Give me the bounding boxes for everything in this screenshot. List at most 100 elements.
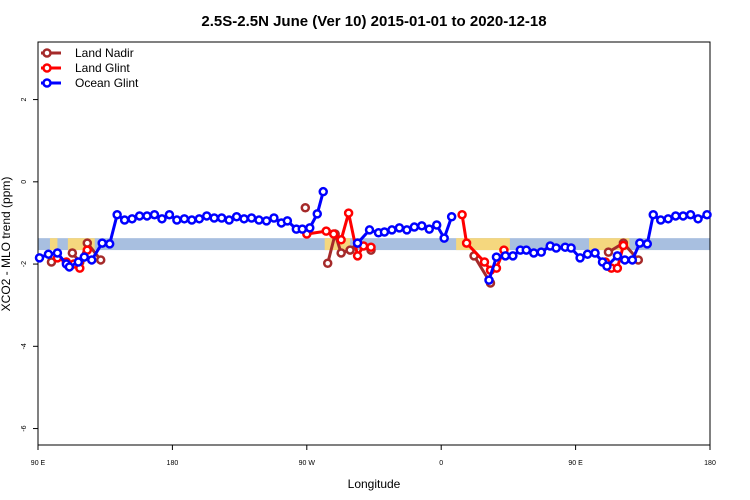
series-point (379, 227, 390, 237)
legend-label: Land Glint (75, 61, 130, 75)
x-tick-label: 90 E (31, 460, 46, 467)
series-point (95, 255, 106, 265)
series-point (642, 239, 653, 249)
series-point (693, 214, 703, 224)
series-point (34, 253, 45, 263)
shaded-span (456, 238, 510, 251)
series-point (345, 245, 355, 255)
series-point (179, 214, 190, 224)
series-point (618, 240, 629, 251)
series-point (297, 224, 308, 234)
series-point (343, 208, 354, 218)
shaded-span (49, 238, 58, 251)
series-point (300, 202, 311, 213)
legend-label: Ocean Glint (75, 76, 139, 90)
series-point (536, 247, 547, 257)
series-point (134, 211, 145, 221)
x-tick-label: 180 (167, 460, 179, 467)
series-point (670, 211, 681, 221)
series-point (112, 209, 122, 220)
series-point (655, 215, 666, 225)
series-point (79, 252, 90, 262)
series-point (612, 251, 623, 261)
x-axis-label: Longitude (348, 477, 401, 491)
series-point (663, 214, 673, 224)
series-point (417, 221, 427, 231)
series-point (305, 223, 315, 233)
series-point (479, 257, 490, 267)
series-point (702, 209, 712, 220)
series-point (261, 216, 272, 226)
series-point (321, 226, 331, 236)
series-point (282, 216, 293, 226)
series-point (529, 248, 539, 258)
series-point (43, 249, 54, 259)
series-point (46, 257, 57, 267)
shaded-span (589, 238, 630, 251)
series-point (551, 243, 561, 253)
series-point (620, 255, 630, 265)
legend-label: Land Nadir (75, 46, 134, 60)
y-tick-label: -6 (21, 425, 28, 431)
series-point (157, 214, 167, 224)
series-point (603, 247, 614, 257)
series-point (402, 225, 412, 235)
series-point (164, 209, 175, 220)
series-point (119, 215, 130, 225)
series-point (97, 238, 107, 248)
y-axis-label: XCO2 - MLO trend (ppm) (0, 177, 13, 312)
series-point (678, 211, 688, 221)
series-point (318, 186, 328, 197)
series-point (439, 233, 449, 243)
series-point (491, 252, 502, 262)
series-point (366, 242, 376, 252)
series-point (187, 215, 197, 225)
series-point (87, 255, 97, 265)
series-point (73, 257, 84, 267)
series-point (582, 249, 593, 259)
chart-title: 2.5S-2.5N June (Ver 10) 2015-01-01 to 20… (201, 13, 546, 30)
series-point (209, 213, 219, 223)
series-point (254, 215, 264, 225)
series-point (269, 213, 279, 223)
series-point (336, 248, 346, 258)
series-point (627, 255, 638, 265)
series-point (685, 209, 696, 220)
series-point (566, 243, 576, 253)
series-point (446, 212, 457, 222)
y-tick-label: -4 (21, 343, 28, 349)
series-point (575, 253, 585, 263)
series-point (127, 214, 137, 224)
series-point (104, 239, 115, 249)
series-point (142, 211, 152, 221)
series-point (52, 248, 63, 258)
series-point (364, 225, 375, 235)
series-point (149, 209, 160, 220)
series-point (648, 209, 659, 220)
series-point (239, 214, 249, 224)
series-point (246, 213, 257, 223)
series-point (424, 224, 435, 234)
series-point (352, 251, 363, 261)
series-point (500, 251, 511, 261)
series-point (431, 220, 442, 230)
series-point (67, 248, 78, 258)
series-point (194, 214, 205, 224)
series-point (336, 235, 346, 245)
x-tick-label: 90 E (568, 460, 583, 467)
series-point (508, 251, 518, 261)
series-point (590, 248, 600, 258)
series-point (387, 225, 397, 235)
y-tick-label: 0 (21, 180, 28, 184)
x-tick-label: 180 (704, 460, 716, 467)
series-point (201, 211, 212, 221)
series-point (409, 222, 420, 232)
series-point (352, 238, 363, 248)
legend-marker (42, 78, 52, 88)
series-point (172, 215, 182, 225)
shaded-span (67, 238, 95, 251)
series-point (64, 262, 75, 272)
series-point (216, 213, 227, 223)
